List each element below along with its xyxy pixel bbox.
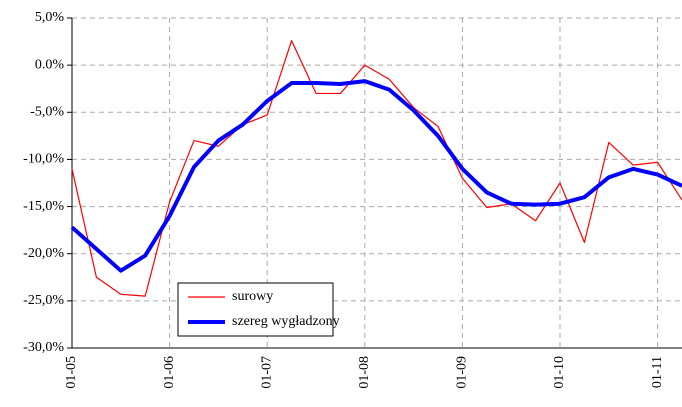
series-line xyxy=(70,79,682,273)
legend-box xyxy=(177,282,334,337)
x-tick-label: 01-09 xyxy=(455,356,470,389)
legend-label: szereg wygładzony xyxy=(232,314,340,329)
y-tick-label: 0.0% xyxy=(35,57,65,72)
y-tick-label: -20,0% xyxy=(23,246,64,261)
y-tick-label: -5,0% xyxy=(30,105,64,120)
x-tick-label: 01-05 xyxy=(64,356,79,389)
x-tick-label: 01-07 xyxy=(259,356,274,389)
x-tick-label: 01-10 xyxy=(552,356,567,389)
x-tick-label: 01-11 xyxy=(650,356,665,388)
series-line xyxy=(71,40,682,297)
y-tick-label: -15,0% xyxy=(23,199,64,214)
x-tick-label: 01-06 xyxy=(162,356,177,389)
y-tick-label: 5,0% xyxy=(35,10,65,25)
y-tick-label: -10,0% xyxy=(23,152,64,167)
legend-label: surowy xyxy=(232,289,273,304)
y-tick-label: -30,0% xyxy=(23,340,64,355)
y-tick-label: -25,0% xyxy=(23,293,64,308)
x-tick-label: 01-08 xyxy=(357,356,372,389)
